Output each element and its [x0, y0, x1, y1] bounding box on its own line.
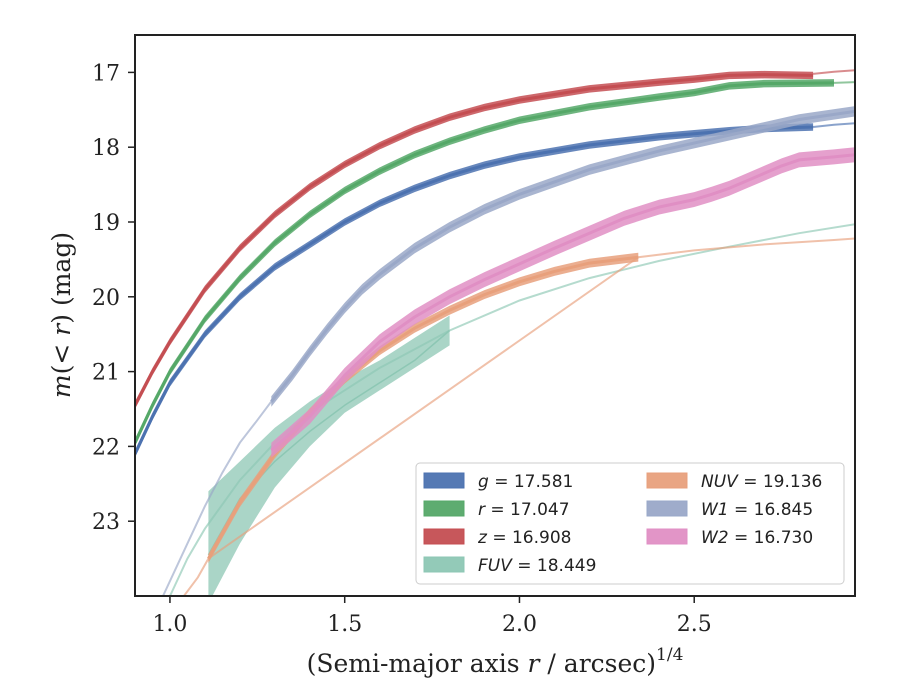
legend-label-z: z = 16.908 [477, 528, 571, 548]
series-z-extrapolation [812, 69, 855, 75]
series-r [135, 79, 855, 447]
x-tick-label: 2.0 [502, 612, 537, 637]
legend-box [415, 462, 845, 585]
legend-swatch-fuv [423, 556, 465, 573]
legend-label-w2: W2 = 16.730 [701, 528, 813, 548]
series-w1-extrapolation [162, 400, 273, 596]
y-tick-label: 19 [92, 211, 120, 236]
y-axis-label: m(< r) (mag) [47, 232, 76, 398]
y-tick-label: 20 [92, 286, 120, 311]
series-layer [135, 69, 855, 596]
series-w1 [162, 106, 855, 596]
x-tick-label: 2.5 [677, 612, 712, 637]
legend-swatch-r [423, 500, 465, 517]
series-r-line [135, 81, 835, 444]
legend-swatch-nuv [646, 472, 688, 489]
legend-label-g: g = 17.581 [478, 472, 573, 492]
series-g-extrapolation [812, 122, 855, 128]
axis-layer: 1.0 1.5 2.0 2.5 17 18 19 20 21 22 23 [92, 61, 712, 637]
legend-swatch-z [423, 528, 465, 545]
y-tick-label: 18 [92, 136, 120, 161]
legend-label-w1: W1 = 16.845 [701, 500, 813, 520]
y-tick-label: 21 [92, 361, 120, 386]
series-nuv-extrapolation [183, 237, 855, 596]
legend-swatch-w2 [646, 528, 688, 545]
y-tick-label: 23 [92, 510, 120, 535]
series-z-line [135, 73, 814, 406]
series-w1-line [270, 109, 855, 403]
series-w2-line [270, 153, 855, 452]
series-w2 [270, 147, 855, 458]
y-tick-label: 17 [92, 61, 120, 86]
y-tick-label: 22 [92, 435, 120, 460]
series-g-line [135, 125, 814, 455]
legend-label-fuv: FUV = 18.449 [478, 556, 596, 576]
legend-label-nuv: NUV = 19.136 [701, 472, 822, 492]
legend-swatch-g [423, 472, 465, 489]
legend-swatch-w1 [646, 500, 688, 517]
legend-label-r: r = 17.047 [478, 500, 570, 520]
series-z [135, 69, 855, 410]
series-fuv-band [208, 315, 450, 596]
series-r-extrapolation [833, 81, 855, 84]
x-tick-label: 1.5 [327, 612, 362, 637]
x-axis-label: (Semi-major axis r / arcsec)1/4 [307, 645, 684, 678]
legend: g = 17.581 r = 17.047 z = 16.908 FUV = 18.4… [415, 462, 845, 585]
series-g [135, 122, 855, 458]
plot-frame [134, 34, 856, 597]
x-tick-label: 1.0 [152, 612, 187, 637]
